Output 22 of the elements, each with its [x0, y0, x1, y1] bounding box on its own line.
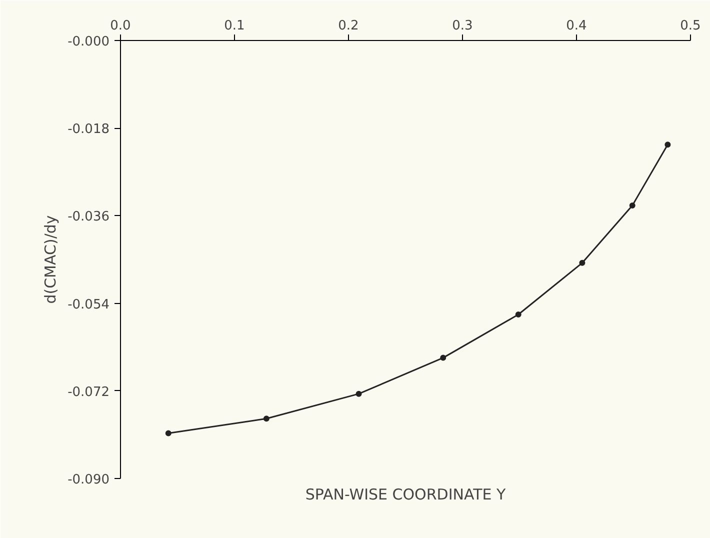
point — [165, 430, 172, 436]
y-tick-label: -0.000 — [68, 34, 110, 50]
y-axis-title: d(CMAC)/dy — [42, 215, 60, 304]
point — [263, 416, 270, 422]
x-tick-label: 0.2 — [338, 18, 359, 34]
x-tick-label: 0.1 — [224, 18, 245, 34]
x-tick-label: 0.5 — [680, 18, 701, 34]
point — [356, 390, 362, 397]
y-tick-label: -0.090 — [68, 472, 110, 488]
point — [579, 260, 586, 266]
x-tick-label: 0.0 — [110, 18, 131, 34]
x-axis-title: SPAN-WISE COORDINATE Y — [305, 486, 506, 504]
x-tick-label: 0.3 — [452, 18, 473, 34]
point — [629, 202, 636, 208]
y-tick-label: -0.072 — [68, 384, 110, 400]
x-tick-label: 0.4 — [566, 18, 587, 34]
y-tick-label: -0.036 — [68, 210, 110, 225]
y-tick-label: -0.054 — [68, 297, 110, 312]
point — [515, 312, 522, 318]
point — [440, 354, 446, 361]
point — [664, 142, 671, 148]
y-tick-label: -0.018 — [68, 122, 110, 138]
